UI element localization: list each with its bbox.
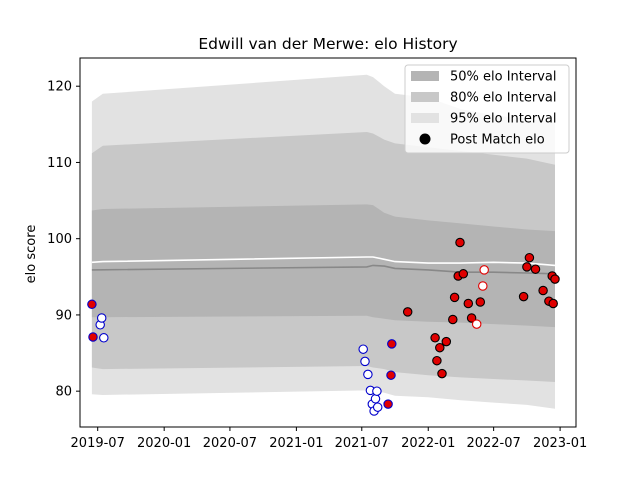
match-point — [88, 332, 98, 342]
match-point — [370, 394, 381, 404]
match-point — [458, 269, 469, 279]
match-point — [466, 313, 477, 323]
x-tick-label: 2021-01 — [269, 436, 323, 451]
match-point — [455, 237, 465, 248]
legend-box — [404, 64, 570, 154]
match-point — [479, 265, 489, 275]
match-point — [435, 342, 445, 353]
band-50 — [91, 204, 556, 328]
legend-label: 80% elo Interval — [450, 91, 557, 106]
match-point — [363, 369, 373, 380]
y-tick-label: 110 — [47, 156, 72, 171]
match-point — [372, 402, 383, 412]
legend-swatch — [411, 92, 439, 102]
match-point — [96, 313, 107, 323]
match-point — [432, 355, 442, 366]
match-point — [402, 307, 413, 317]
y-tick-label: 90 — [55, 308, 72, 323]
match-point — [550, 274, 560, 284]
match-point — [387, 339, 397, 349]
mean-line — [91, 256, 556, 267]
match-point — [386, 370, 396, 380]
match-point — [383, 399, 393, 409]
match-point — [87, 299, 97, 310]
y-tick-label: 100 — [47, 232, 72, 247]
median-line — [91, 264, 556, 275]
legend-swatch — [411, 113, 439, 123]
legend: 50% elo Interval 80% elo Interval 95% elo … — [404, 64, 570, 154]
legend-label: 95% elo Interval — [450, 112, 557, 127]
x-tick-label: 2022-01 — [401, 436, 455, 451]
match-point — [358, 344, 368, 354]
match-point — [463, 298, 474, 309]
match-point — [530, 264, 541, 274]
y-tick-label: 120 — [47, 80, 72, 95]
match-point — [478, 281, 488, 291]
legend-swatch — [411, 71, 439, 81]
y-axis-label: elo score — [24, 225, 39, 284]
x-tick-label: 2021-07 — [335, 436, 389, 451]
legend-marker — [419, 133, 431, 145]
x-tick-label: 2020-01 — [137, 436, 191, 451]
match-point — [475, 297, 486, 307]
match-point — [449, 292, 460, 303]
match-point — [518, 291, 529, 302]
match-point — [430, 333, 440, 343]
match-point — [548, 298, 558, 309]
match-point — [99, 333, 109, 343]
match-point — [538, 285, 548, 296]
match-point — [524, 252, 535, 263]
match-point — [448, 314, 458, 325]
plot-frame — [79, 57, 577, 428]
legend-label: 50% elo Interval — [450, 70, 557, 85]
x-tick-label: 2019-07 — [71, 436, 125, 451]
x-tick-label: 2022-07 — [466, 436, 520, 451]
y-tick-label: 80 — [55, 385, 72, 400]
match-point — [441, 336, 452, 347]
match-point — [360, 356, 370, 367]
legend-label: Post Match elo — [450, 133, 545, 148]
x-tick-label: 2020-07 — [203, 436, 257, 451]
match-point — [437, 368, 447, 379]
chart-title: Edwill van der Merwe: elo History — [198, 35, 457, 53]
match-point — [372, 386, 382, 396]
plot-area — [91, 74, 556, 409]
match-point — [522, 262, 532, 272]
x-tick-label: 2023-01 — [533, 436, 587, 451]
match-point — [471, 319, 482, 329]
